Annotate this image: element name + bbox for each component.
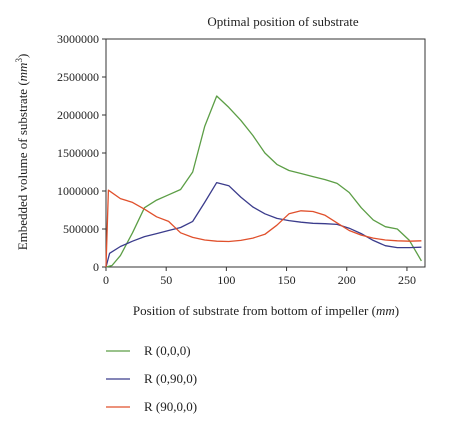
y-tick-label: 1000000 bbox=[57, 184, 99, 198]
y-tick-label: 3000000 bbox=[57, 32, 99, 46]
series-line-2 bbox=[105, 181, 422, 268]
y-axis-unit-base: mm bbox=[15, 63, 30, 82]
x-tick-label: 200 bbox=[338, 273, 356, 287]
y-axis-ticks: 0 500000 1000000 1500000 2000000 2500000 30000… bbox=[57, 32, 106, 274]
y-tick-label: 1500000 bbox=[57, 146, 99, 160]
chart-title: Optimal position of substrate bbox=[207, 14, 359, 29]
x-tick-label: 150 bbox=[278, 273, 296, 287]
x-tick-label: 0 bbox=[103, 273, 109, 287]
y-tick-label: 500000 bbox=[63, 222, 99, 236]
x-tick-label: 250 bbox=[398, 273, 416, 287]
y-axis-label: Embedded volume of substrate (mm3) bbox=[14, 54, 30, 251]
x-axis-label: Position of substrate from bottom of imp… bbox=[133, 303, 399, 318]
x-tick-label: 50 bbox=[160, 273, 172, 287]
y-tick-label: 2500000 bbox=[57, 70, 99, 84]
legend-label-3: R (90,0,0) bbox=[144, 399, 197, 414]
y-axis-unit-exp: 3 bbox=[14, 58, 24, 63]
legend-label-2: R (0,90,0) bbox=[144, 371, 197, 386]
series-line-3 bbox=[105, 189, 422, 268]
x-axis-ticks: 0 50 100 150 200 250 bbox=[103, 267, 416, 287]
series-line-1 bbox=[105, 95, 422, 268]
y-axis-label-text: Embedded volume of substrate bbox=[15, 89, 30, 251]
x-axis-label-text: Position of substrate from bottom of imp… bbox=[133, 303, 369, 318]
x-tick-label: 100 bbox=[217, 273, 235, 287]
legend-label-1: R (0,0,0) bbox=[144, 343, 191, 358]
legend: R (0,0,0) R (0,90,0) R (90,0,0) bbox=[106, 343, 197, 414]
y-tick-label: 2000000 bbox=[57, 108, 99, 122]
y-tick-label: 0 bbox=[93, 260, 99, 274]
x-axis-unit: mm bbox=[376, 303, 395, 318]
series-lines bbox=[105, 95, 422, 268]
